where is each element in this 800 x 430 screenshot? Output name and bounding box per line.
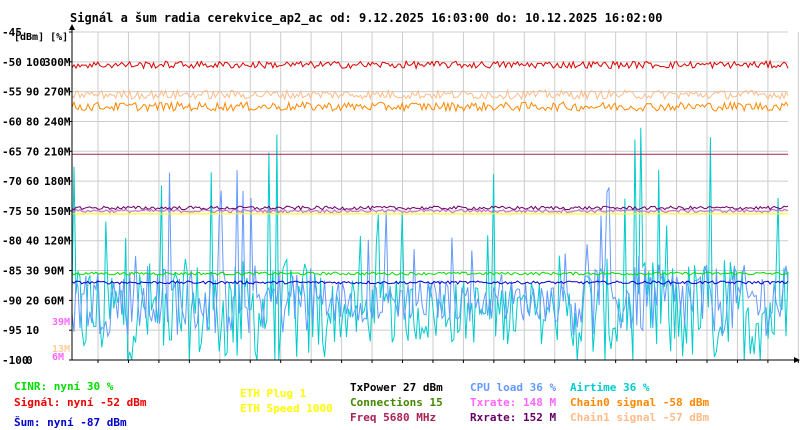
- y-tick-label-rate: 180M: [44, 175, 71, 188]
- y-tick-label-rate: 90M: [44, 265, 64, 278]
- y-tick-label-pct: 60: [26, 175, 39, 188]
- y-tick-label-dbm: -70: [2, 175, 22, 188]
- y-tick-label-dbm: -90: [2, 294, 22, 307]
- y-tick-label-dbm: -45: [2, 26, 22, 39]
- series-line: [71, 208, 789, 214]
- y-tick-label-extra: 39M: [52, 317, 70, 328]
- y-unit-label: [dBm] [%]: [14, 32, 68, 43]
- legend-eth-plug: ETH Plug 1: [240, 387, 307, 400]
- y-tick-label-dbm: -60: [2, 115, 22, 128]
- chart-area: Signál a šum radia cerekvice_ap2_ac od: …: [2, 11, 800, 367]
- y-axis-arrow: [69, 24, 75, 30]
- legend-signal: Signál: nyní -52 dBm: [14, 396, 147, 409]
- y-tick-label-dbm: -50: [2, 56, 22, 69]
- legend-eth-speed: ETH Speed 1000: [240, 402, 333, 415]
- y-tick-label-rate: 60M: [44, 294, 64, 307]
- series-line: [71, 280, 789, 285]
- legend-cpu: CPU load 36 %: [470, 381, 557, 394]
- series-line: [71, 205, 789, 211]
- series-line: [71, 59, 789, 70]
- grid: [72, 31, 799, 361]
- y-tick-label-pct: 90: [26, 86, 39, 99]
- y-tick-label-rate: 300M: [44, 56, 71, 69]
- y-tick-label-rate: 120M: [44, 235, 71, 248]
- y-tick-label-pct: 40: [26, 235, 39, 248]
- series-line: [71, 271, 789, 276]
- y-tick-label-pct: 50: [26, 205, 39, 218]
- y-tick-label-pct: 10: [26, 324, 39, 337]
- y-tick-label-rate: 210M: [44, 145, 71, 158]
- series-lines: [71, 59, 789, 361]
- legend-cinr: CINR: nyní 30 %: [14, 380, 114, 393]
- y-tick-label-dbm: -75: [2, 205, 22, 218]
- y-tick-label-pct: 100: [26, 56, 46, 69]
- y-tick-label-dbm: -55: [2, 86, 22, 99]
- y-tick-label-rate: 240M: [44, 115, 71, 128]
- series-line: [71, 170, 789, 338]
- legend-sum: Šum: nyní -87 dBm: [14, 416, 127, 429]
- series-line: [71, 88, 789, 101]
- y-tick-label-rate: 150M: [44, 205, 71, 218]
- legend-chain1: Chain1 signal -57 dBm: [570, 411, 710, 424]
- x-axis-arrow: [794, 357, 800, 363]
- y-tick-label-extra: 13M: [52, 344, 70, 355]
- legend-connections: Connections 15: [350, 396, 443, 409]
- y-tick-label-dbm: -100: [2, 354, 29, 367]
- y-tick-label-pct: 70: [26, 145, 39, 158]
- y-tick-label-pct: 80: [26, 115, 39, 128]
- legend-txrate: Txrate: 148 M: [470, 396, 557, 409]
- legend-chain0: Chain0 signal -58 dBm: [570, 396, 710, 409]
- y-tick-label-dbm: -95: [2, 324, 22, 337]
- y-tick-label-dbm: -65: [2, 145, 22, 158]
- series-line: [71, 100, 789, 113]
- y-tick-label-pct: 30: [26, 265, 39, 278]
- y-tick-label-rate: 270M: [44, 86, 71, 99]
- legend-txpower: TxPower 27 dBm: [350, 381, 443, 394]
- y-tick-label-pct: 0: [26, 354, 33, 367]
- chart-title: Signál a šum radia cerekvice_ap2_ac od: …: [70, 11, 662, 26]
- y-tick-label-extra: 6M: [52, 352, 64, 363]
- axes: [69, 24, 800, 363]
- legend-airtime: Airtime 36 %: [570, 381, 650, 394]
- y-tick-label-pct: 20: [26, 294, 39, 307]
- y-tick-label-dbm: -80: [2, 235, 22, 248]
- legend-rxrate: Rxrate: 152 M: [470, 411, 557, 424]
- y-tick-label-dbm: -85: [2, 265, 22, 278]
- legend-freq: Freq 5680 MHz: [350, 411, 437, 424]
- series-line: [71, 127, 789, 361]
